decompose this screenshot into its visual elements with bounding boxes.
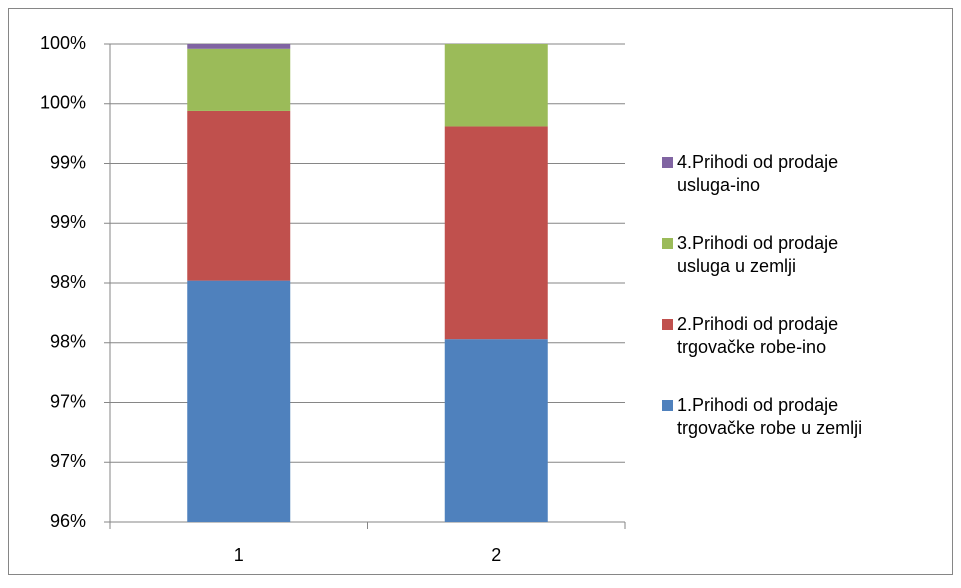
- legend-label-line: 4.Prihodi od prodaje: [677, 152, 843, 172]
- legend-label-line: 2.Prihodi od prodaje: [677, 314, 843, 334]
- legend-label: 1.Prihodi od prodaje trgovačke robe u ze…: [677, 395, 862, 438]
- y-tick-label: 99%: [50, 212, 86, 232]
- y-tick-label: 97%: [50, 451, 86, 471]
- bar-segment: [187, 44, 291, 49]
- legend-label: 2.Prihodi od prodaje trgovačke robe-ino: [677, 314, 843, 357]
- legend-label-line: usluga u zemlji: [677, 256, 796, 276]
- legend-label-line: usluga-ino: [677, 175, 760, 195]
- y-tick-label: 99%: [50, 152, 86, 172]
- bar-segment: [444, 44, 548, 127]
- legend-swatch: [662, 400, 673, 411]
- legend-label-line: 3.Prihodi od prodaje: [677, 233, 843, 253]
- bar-segment: [444, 339, 548, 522]
- y-tick-label: 97%: [50, 391, 86, 411]
- legend-label: 4.Prihodi od prodaje usluga-ino: [677, 152, 843, 195]
- bar-segment: [187, 110, 291, 281]
- legend-label-line: trgovačke robe-ino: [677, 337, 826, 357]
- legend-swatch: [662, 157, 673, 168]
- y-tick-label: 96%: [50, 511, 86, 531]
- bar-segment: [187, 280, 291, 522]
- x-tick-label: 1: [234, 545, 244, 565]
- y-tick-label: 98%: [50, 332, 86, 352]
- y-tick-label: 98%: [50, 272, 86, 292]
- legend-swatch: [662, 238, 673, 249]
- legend-label: 3.Prihodi od prodaje usluga u zemlji: [677, 233, 843, 276]
- legend-label-line: trgovačke robe u zemlji: [677, 418, 862, 438]
- bar-segment: [187, 48, 291, 111]
- legend-label-line: 1.Prihodi od prodaje: [677, 395, 843, 415]
- legend-swatch: [662, 319, 673, 330]
- y-tick-label: 100%: [40, 33, 86, 53]
- bar-segment: [444, 126, 548, 340]
- y-tick-label: 100%: [40, 93, 86, 113]
- x-tick-label: 2: [491, 545, 501, 565]
